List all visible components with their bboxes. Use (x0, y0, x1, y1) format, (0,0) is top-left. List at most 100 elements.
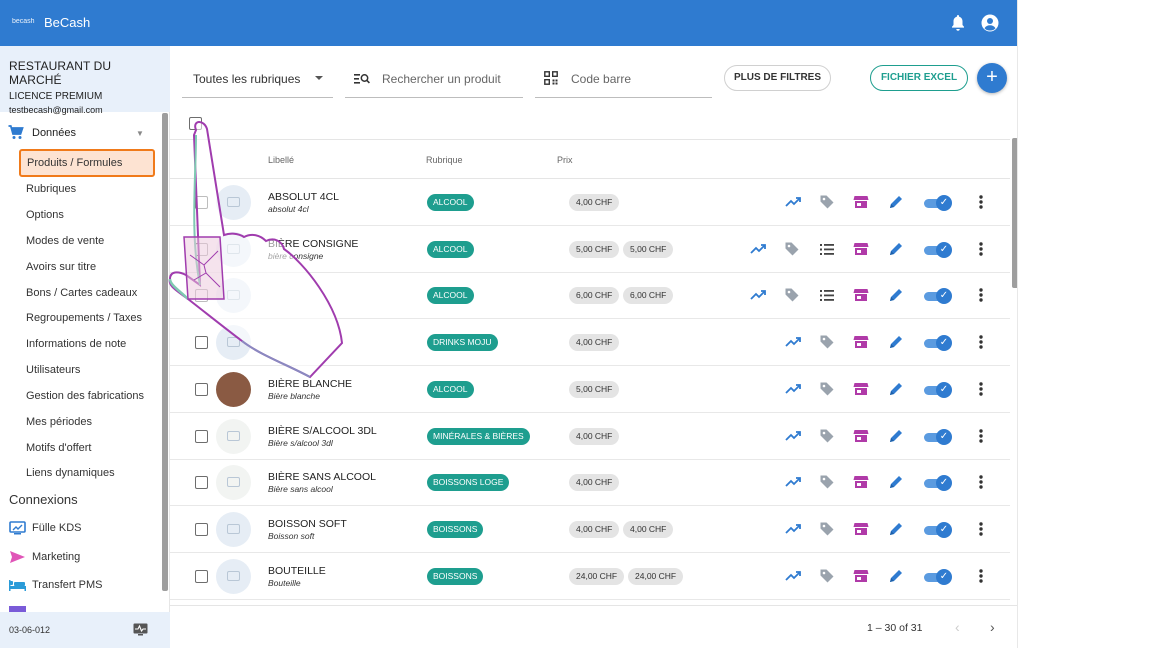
stats-icon[interactable] (785, 521, 801, 537)
store-icon[interactable] (853, 568, 869, 584)
sidebar-item-kds[interactable]: Fülle KDS (9, 520, 159, 538)
row-checkbox[interactable] (195, 196, 208, 209)
sidebar-item-marketing[interactable]: Marketing (9, 549, 159, 567)
tag-icon[interactable] (819, 334, 835, 350)
sidebar-item-utilisateurs[interactable]: Utilisateurs (26, 364, 81, 376)
tag-icon[interactable] (784, 287, 800, 303)
edit-icon[interactable] (888, 381, 904, 397)
active-toggle[interactable]: ✓ (924, 241, 952, 258)
table-row[interactable]: ALCOOL 6,00 CHF 6,00 CHF ✓ (170, 272, 1010, 320)
row-checkbox[interactable] (195, 429, 208, 443)
edit-icon[interactable] (888, 521, 904, 537)
row-checkbox[interactable] (195, 569, 208, 583)
store-icon[interactable] (853, 194, 869, 210)
monitor-icon[interactable] (133, 623, 148, 636)
sidebar-item-options[interactable]: Options (26, 209, 64, 221)
active-toggle[interactable]: ✓ (924, 521, 952, 538)
more-vert-icon[interactable] (977, 240, 985, 258)
active-toggle[interactable]: ✓ (924, 335, 952, 352)
tag-icon[interactable] (784, 241, 800, 257)
stats-icon[interactable] (785, 474, 801, 490)
list-icon[interactable] (819, 241, 835, 257)
row-checkbox[interactable] (195, 336, 208, 350)
table-row[interactable]: DRINKS MOJU 4,00 CHF ✓ (170, 319, 1010, 367)
bell-icon[interactable] (950, 14, 966, 32)
row-checkbox[interactable] (195, 289, 208, 303)
table-row[interactable]: BIÈRE SANS ALCOOL Bière sans alcool BOISSO… (170, 459, 1010, 507)
list-icon[interactable] (819, 287, 835, 303)
table-row[interactable]: BIÈRE CONSIGNE bière consigne ALCOOL 5,00 C… (170, 226, 1010, 273)
sidebar-item-pms[interactable]: Transfert PMS (9, 577, 159, 595)
select-all-checkbox[interactable] (189, 117, 202, 130)
barcode-input[interactable]: Code barre (535, 60, 712, 98)
table-row[interactable]: BOUTEILLE Bouteille BOISSONS 24,00 CHF 24,00… (170, 553, 1010, 600)
more-vert-icon[interactable] (977, 380, 985, 398)
more-vert-icon[interactable] (977, 520, 985, 538)
stats-icon[interactable] (750, 241, 766, 257)
sidebar-scrollbar[interactable] (162, 113, 168, 591)
rubrique-select[interactable]: Toutes les rubriques (182, 60, 333, 98)
table-row[interactable]: ABSOLUT 4CL absolut 4cl ALCOOL 4,00 CHF ✓ (170, 179, 1010, 226)
more-vert-icon[interactable] (977, 193, 985, 211)
tag-icon[interactable] (819, 521, 835, 537)
sidebar-item-informations[interactable]: Informations de note (26, 338, 127, 350)
more-filters-button[interactable]: PLUS DE FILTRES (724, 65, 831, 91)
edit-icon[interactable] (888, 241, 904, 257)
tag-icon[interactable] (819, 381, 835, 397)
next-page-button[interactable]: › (990, 619, 995, 635)
stats-icon[interactable] (785, 194, 801, 210)
active-toggle[interactable]: ✓ (924, 381, 952, 398)
more-vert-icon[interactable] (977, 567, 985, 585)
edit-icon[interactable] (888, 194, 904, 210)
tag-icon[interactable] (819, 428, 835, 444)
sidebar-item-avoirs[interactable]: Avoirs sur titre (26, 261, 97, 273)
edit-icon[interactable] (888, 428, 904, 444)
stats-icon[interactable] (785, 568, 801, 584)
tag-icon[interactable] (819, 474, 835, 490)
more-vert-icon[interactable] (977, 473, 985, 491)
sidebar-item-regroupements[interactable]: Regroupements / Taxes (26, 312, 142, 324)
previous-page-button[interactable]: ‹ (955, 619, 960, 635)
sidebar-item-produits[interactable]: Produits / Formules (19, 149, 155, 177)
more-vert-icon[interactable] (977, 427, 985, 445)
more-vert-icon[interactable] (977, 286, 985, 304)
sidebar-item-fabrications[interactable]: Gestion des fabrications (26, 390, 145, 402)
stats-icon[interactable] (785, 428, 801, 444)
account-icon[interactable] (981, 14, 999, 32)
search-input[interactable]: Rechercher un produit (345, 60, 523, 98)
tag-icon[interactable] (819, 194, 835, 210)
active-toggle[interactable]: ✓ (924, 568, 952, 585)
store-icon[interactable] (853, 474, 869, 490)
edit-icon[interactable] (888, 334, 904, 350)
store-icon[interactable] (853, 428, 869, 444)
nav-group-donnees[interactable]: Données ▼ (8, 124, 154, 142)
row-checkbox[interactable] (195, 242, 208, 256)
row-checkbox[interactable] (195, 476, 208, 490)
edit-icon[interactable] (888, 568, 904, 584)
active-toggle[interactable]: ✓ (924, 428, 952, 445)
stats-icon[interactable] (785, 381, 801, 397)
table-row[interactable]: BIÈRE BLANCHE Bière blanche ALCOOL 5,00 CHF… (170, 366, 1010, 413)
store-icon[interactable] (853, 521, 869, 537)
edit-icon[interactable] (888, 474, 904, 490)
table-row[interactable]: BIÈRE S/ALCOOL 3DL Bière s/alcool 3dl MINÉ… (170, 413, 1010, 460)
add-product-button[interactable]: + (977, 63, 1007, 93)
more-vert-icon[interactable] (977, 333, 985, 351)
table-row[interactable]: BOISSON SOFT Boisson soft BOISSONS 4,00 CHF… (170, 506, 1010, 553)
active-toggle[interactable]: ✓ (924, 288, 952, 305)
sidebar-item-bons[interactable]: Bons / Cartes cadeaux (26, 287, 138, 299)
row-checkbox[interactable] (195, 382, 208, 396)
store-icon[interactable] (853, 381, 869, 397)
sidebar-item-liens[interactable]: Liens dynamiques (26, 467, 115, 479)
store-icon[interactable] (853, 334, 869, 350)
active-toggle[interactable]: ✓ (924, 195, 952, 211)
stats-icon[interactable] (750, 287, 766, 303)
table-scrollbar[interactable] (1012, 138, 1017, 288)
sidebar-item-motifs[interactable]: Motifs d'offert (26, 442, 92, 454)
sidebar-item-rubriques[interactable]: Rubriques (26, 183, 77, 195)
excel-file-button[interactable]: FICHIER EXCEL (870, 65, 968, 91)
stats-icon[interactable] (785, 334, 801, 350)
tag-icon[interactable] (819, 568, 835, 584)
sidebar-item-modes-vente[interactable]: Modes de vente (26, 235, 105, 247)
store-icon[interactable] (853, 287, 869, 303)
